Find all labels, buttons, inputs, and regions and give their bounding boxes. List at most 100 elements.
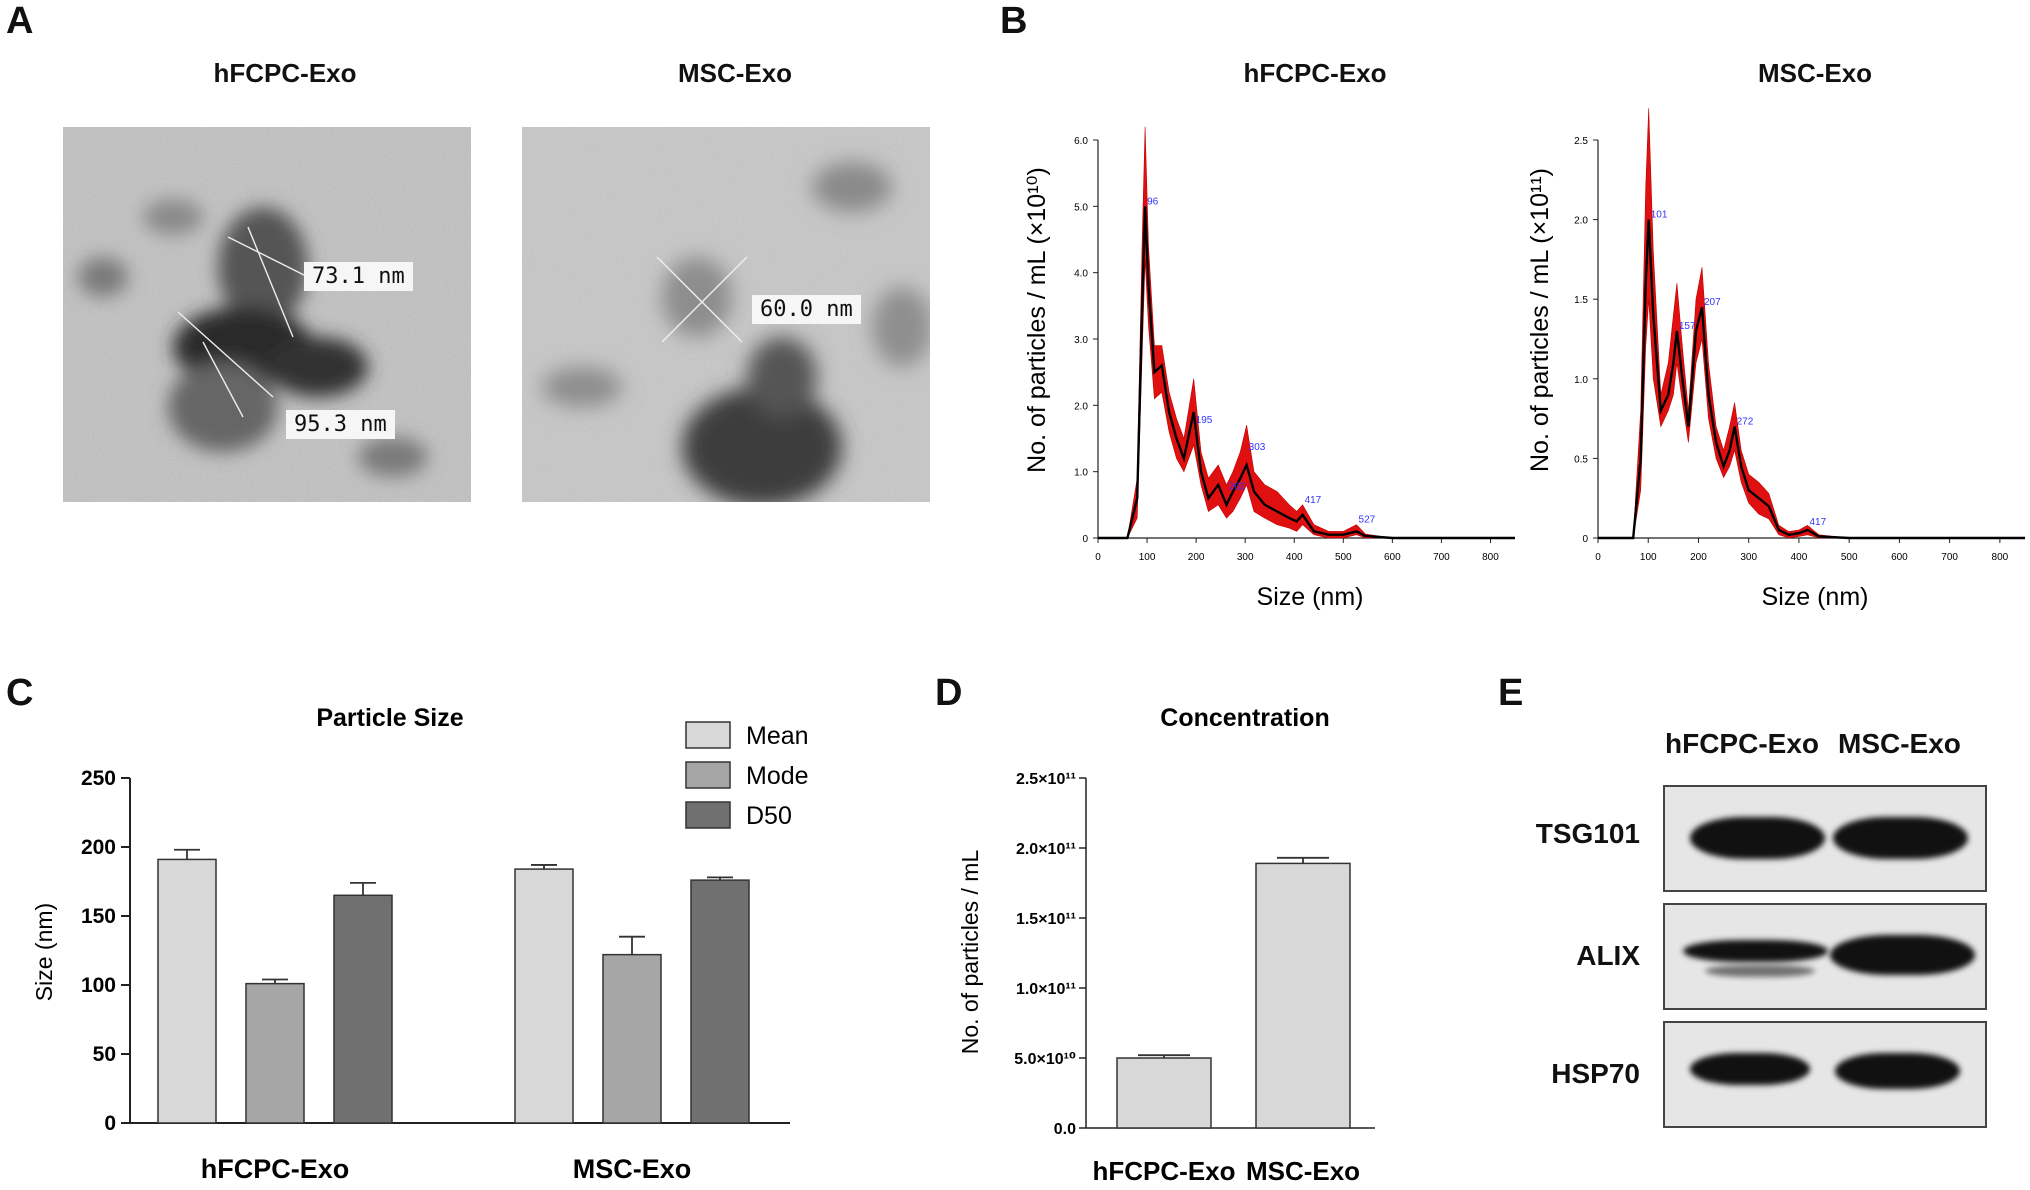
blot-lane-label-hfcpc: hFCPC-Exo [1665, 728, 1819, 759]
tem-texture-hfcpc [63, 127, 471, 502]
y-tick-label: 1.0 [1574, 375, 1588, 386]
peak-label: 303 [1249, 442, 1266, 453]
panel-letter-a: A [6, 0, 34, 42]
error-band [1598, 108, 2025, 539]
peak-label: 272 [1737, 417, 1754, 428]
particle-size-bar-chart: Particle Size Size (nm) 0 50 100 150 200 250 hFC… [31, 704, 809, 1184]
bar-mode-hfcpc-exo [245, 982, 305, 1124]
bar-d50-hfcpc-exo [333, 894, 393, 1124]
category-label: MSC-Exo [573, 1154, 692, 1184]
x-tick-label: 200 [1690, 552, 1707, 563]
blot-lane-label-msc: MSC-Exo [1838, 728, 1961, 759]
band-hsp70-hfcpc [1690, 1053, 1810, 1085]
chart-title: Concentration [1160, 704, 1329, 732]
bar-concentration-msc-exo [1255, 862, 1351, 1129]
legend-label: D50 [746, 802, 792, 830]
peak-label: 527 [1359, 515, 1376, 526]
panel-letter-b: B [1000, 0, 1028, 42]
x-tick-label: 800 [1992, 552, 2009, 563]
y-tick-label: 1.0 [1074, 468, 1088, 479]
tem-image-msc: 60.0 nm [522, 127, 930, 502]
y-tick-label: 5.0×10¹⁰ [1014, 1051, 1076, 1068]
tem-texture-msc [522, 127, 930, 502]
x-tick-label: 300 [1237, 552, 1254, 563]
peak-label: 417 [1809, 517, 1826, 528]
y-tick-label: 50 [93, 1043, 116, 1066]
tem-image-hfcpc: 73.1 nm 95.3 nm [63, 127, 471, 502]
blot-tsg101 [1663, 785, 1987, 892]
y-tick-label: 2.0×10¹¹ [1016, 841, 1076, 858]
blot-row-label-tsg101: TSG101 [1535, 818, 1640, 849]
y-tick-label: 1.5×10¹¹ [1016, 911, 1076, 928]
panel-a-title-hfcpc: hFCPC-Exo [213, 58, 357, 88]
y-tick-label: 1.5 [1574, 295, 1588, 306]
peak-label: 417 [1305, 495, 1322, 506]
y-tick-label: 200 [81, 836, 116, 859]
y-tick-label: 250 [81, 767, 116, 790]
y-axis-label: No. of particles / mL [957, 850, 983, 1055]
category-label: hFCPC-Exo [1093, 1156, 1236, 1186]
x-tick-label: 200 [1188, 552, 1205, 563]
band-alix-hfcpc-lower [1705, 965, 1815, 977]
measurement-label-60nm: 60.0 nm [752, 295, 861, 324]
peak-label: 262 [1229, 482, 1246, 493]
nta-xlabel-msc: Size (nm) [1762, 583, 1869, 611]
y-tick-label: 0 [1582, 534, 1588, 545]
blot-hsp70 [1663, 1021, 1987, 1128]
y-tick-label: 0 [104, 1112, 116, 1135]
x-tick-label: 800 [1482, 552, 1499, 563]
peak-label: 195 [1196, 415, 1213, 426]
x-tick-label: 400 [1791, 552, 1808, 563]
peak-label: 207 [1704, 297, 1721, 308]
y-tick-label: 0.0 [1054, 1121, 1076, 1138]
panel-b-title-hfcpc: hFCPC-Exo [1243, 58, 1387, 88]
y-tick-label: 0 [1082, 534, 1088, 545]
y-axis-label: Size (nm) [31, 903, 57, 1001]
chart-title: Particle Size [316, 704, 463, 732]
peak-label: 101 [1651, 210, 1668, 221]
y-tick-label: 2.0 [1074, 401, 1088, 412]
band-hsp70-msc [1835, 1053, 1960, 1089]
peak-label: 157 [1679, 321, 1696, 332]
y-tick-label: 2.0 [1574, 216, 1588, 227]
y-tick-label: 0.5 [1574, 454, 1588, 465]
bar-concentration-hfcpc-exo [1116, 1057, 1212, 1129]
category-label: MSC-Exo [1246, 1156, 1360, 1186]
y-tick-label: 100 [81, 974, 116, 997]
band-tsg101-msc [1833, 817, 1968, 859]
bar-d50-msc-exo [690, 879, 750, 1124]
measurement-label-95nm: 95.3 nm [286, 410, 395, 439]
y-tick-label: 2.5×10¹¹ [1016, 771, 1076, 788]
mean-line [1598, 219, 2025, 540]
x-tick-label: 0 [1595, 552, 1601, 563]
category-label: hFCPC-Exo [201, 1154, 350, 1184]
band-alix-msc [1830, 935, 1975, 975]
x-tick-label: 400 [1286, 552, 1303, 563]
y-tick-label: 4.0 [1074, 269, 1088, 280]
x-tick-label: 600 [1384, 552, 1401, 563]
bar-mode-msc-exo [602, 953, 662, 1124]
x-tick-label: 0 [1095, 552, 1101, 563]
y-tick-label: 6.0 [1074, 136, 1088, 147]
panel-b-title-msc: MSC-Exo [1757, 58, 1873, 88]
blot-row-label-alix: ALIX [1576, 940, 1640, 971]
concentration-bar-chart: Concentration No. of particles / mL 0.0 5.0… [957, 704, 1375, 1186]
y-tick-label: 150 [81, 905, 116, 928]
legend-swatch [685, 761, 731, 789]
legend-swatch [685, 721, 731, 749]
panel-letter-e: E [1498, 672, 1524, 714]
panel-letter-c: C [6, 672, 34, 714]
y-tick-label: 2.5 [1574, 136, 1588, 147]
peak-label: 96 [1147, 196, 1159, 207]
blot-alix [1663, 903, 1987, 1010]
nta-plot-hfcpc: No. of particles / mL (×10¹⁰) Size (nm) … [1023, 126, 1515, 611]
nta-ylabel-msc: No. of particles / mL (×10¹¹) [1526, 168, 1554, 472]
x-tick-label: 100 [1139, 552, 1156, 563]
x-tick-label: 500 [1335, 552, 1352, 563]
panel-letter-d: D [935, 672, 963, 714]
band-alix-hfcpc [1683, 940, 1828, 962]
measurement-label-73nm: 73.1 nm [304, 262, 413, 291]
nta-plot-msc: No. of particles / mL (×10¹¹) Size (nm) … [1526, 108, 2025, 611]
y-tick-label: 3.0 [1074, 335, 1088, 346]
x-tick-label: 700 [1433, 552, 1450, 563]
